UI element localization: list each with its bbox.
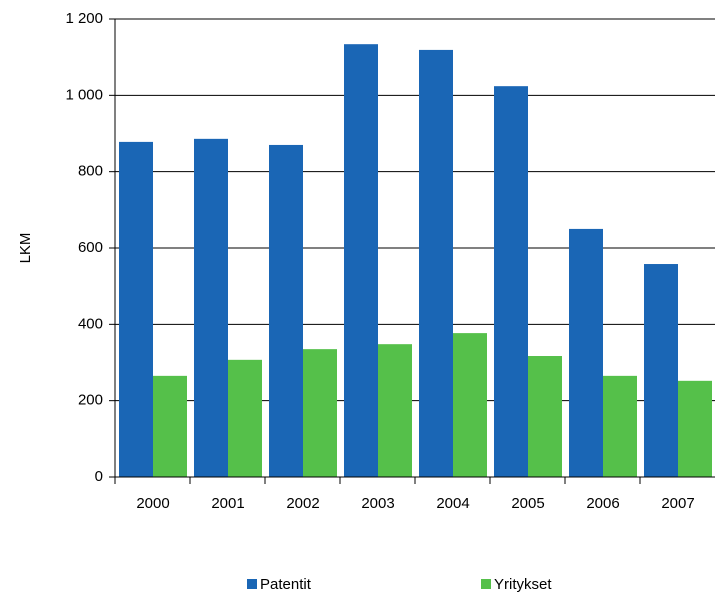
legend-label: Yritykset (494, 576, 552, 593)
bar (228, 359, 262, 477)
x-tick-label: 2004 (436, 495, 469, 512)
bar (644, 264, 678, 477)
y-tick-label: 200 (78, 392, 103, 409)
bar (453, 333, 487, 477)
y-tick-label: 400 (78, 315, 103, 332)
bar (678, 380, 712, 477)
x-tick-label: 2001 (211, 495, 244, 512)
y-tick-label: 600 (78, 239, 103, 256)
bar (569, 228, 603, 477)
x-tick-label: 2000 (136, 495, 169, 512)
x-tick-label: 2003 (361, 495, 394, 512)
y-tick-label: 0 (95, 468, 103, 485)
x-tick-label: 2002 (286, 495, 319, 512)
y-tick-label: 800 (78, 163, 103, 180)
legend-swatch (247, 579, 257, 589)
x-tick-label: 2005 (511, 495, 544, 512)
y-axis-label: LKM (17, 233, 34, 264)
x-tick-label: 2006 (586, 495, 619, 512)
bar (269, 144, 303, 477)
bar (528, 356, 562, 477)
bar (378, 344, 412, 477)
bar (344, 44, 378, 477)
bar (603, 375, 637, 477)
bar (419, 49, 453, 477)
legend-label: Patentit (260, 576, 312, 593)
x-tick-label: 2007 (661, 495, 694, 512)
bar (153, 375, 187, 477)
bar (494, 86, 528, 477)
y-tick-label: 1 200 (65, 10, 103, 27)
y-tick-label: 1 000 (65, 86, 103, 103)
bar (303, 349, 337, 477)
bar (194, 138, 228, 478)
bar (119, 141, 153, 477)
legend-swatch (481, 579, 491, 589)
